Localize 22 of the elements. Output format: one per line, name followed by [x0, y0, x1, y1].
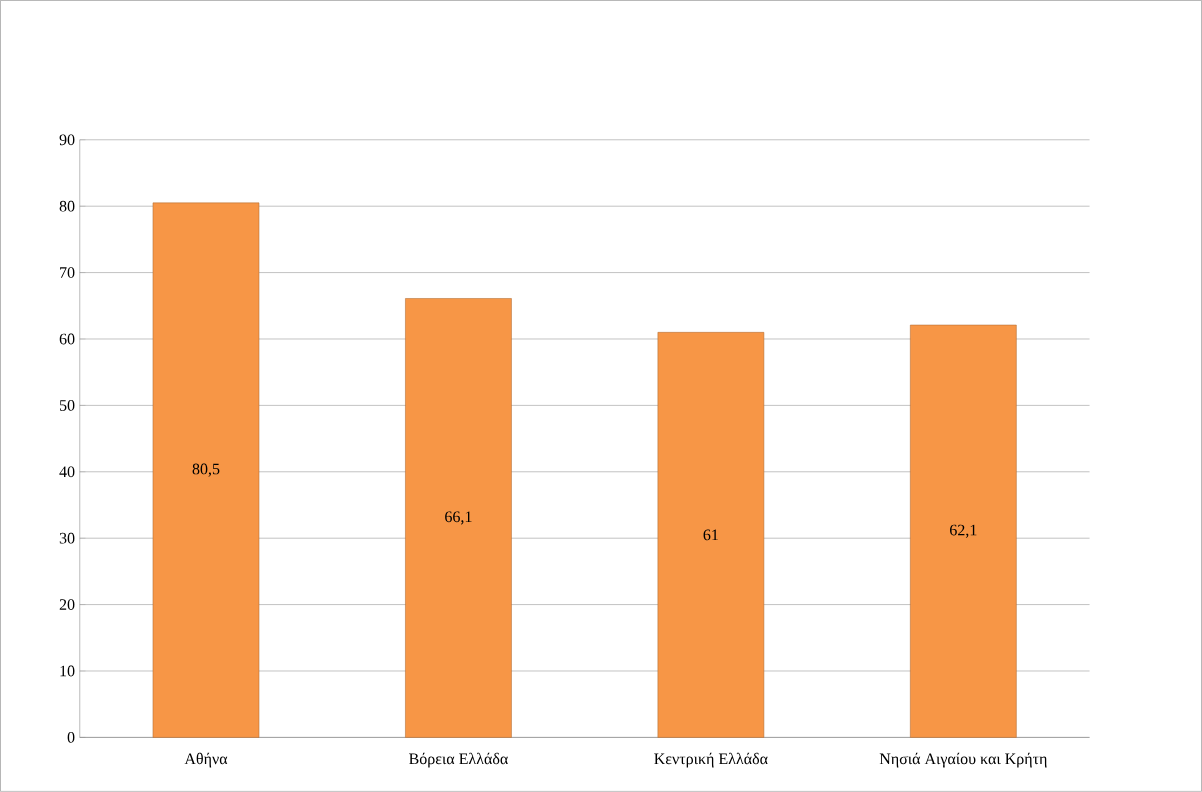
data-label: 80,5 [192, 463, 220, 477]
y-tick-label: 40 [59, 466, 75, 478]
y-tick-label: 60 [59, 333, 75, 345]
y-tick-label: 70 [60, 267, 75, 279]
y-tick-label: 20 [59, 599, 75, 611]
y-tick-label: 50 [59, 400, 75, 411]
bar [910, 324, 1017, 738]
data-label: 61 [703, 529, 718, 541]
y-tick-label: 30 [59, 532, 75, 544]
y-tick-label: 90 [59, 134, 75, 146]
bar [657, 332, 765, 738]
data-label: 62,1 [950, 524, 977, 538]
y-tick-label: 80 [59, 200, 75, 212]
x-tick-label: Βόρεια Ελλάδα [409, 752, 508, 768]
y-tick-label: 0 [67, 732, 75, 743]
x-tick-label: Αθήνα [184, 752, 228, 768]
data-label: 66,1 [445, 511, 472, 525]
x-tick-label: Νησιά Αιγαίου και Κρήτη [879, 752, 1047, 768]
x-tick-label: Κεντρική Ελλάδα [654, 752, 768, 768]
bar [405, 298, 512, 738]
bar [152, 202, 260, 738]
y-tick-label: 10 [60, 665, 75, 677]
